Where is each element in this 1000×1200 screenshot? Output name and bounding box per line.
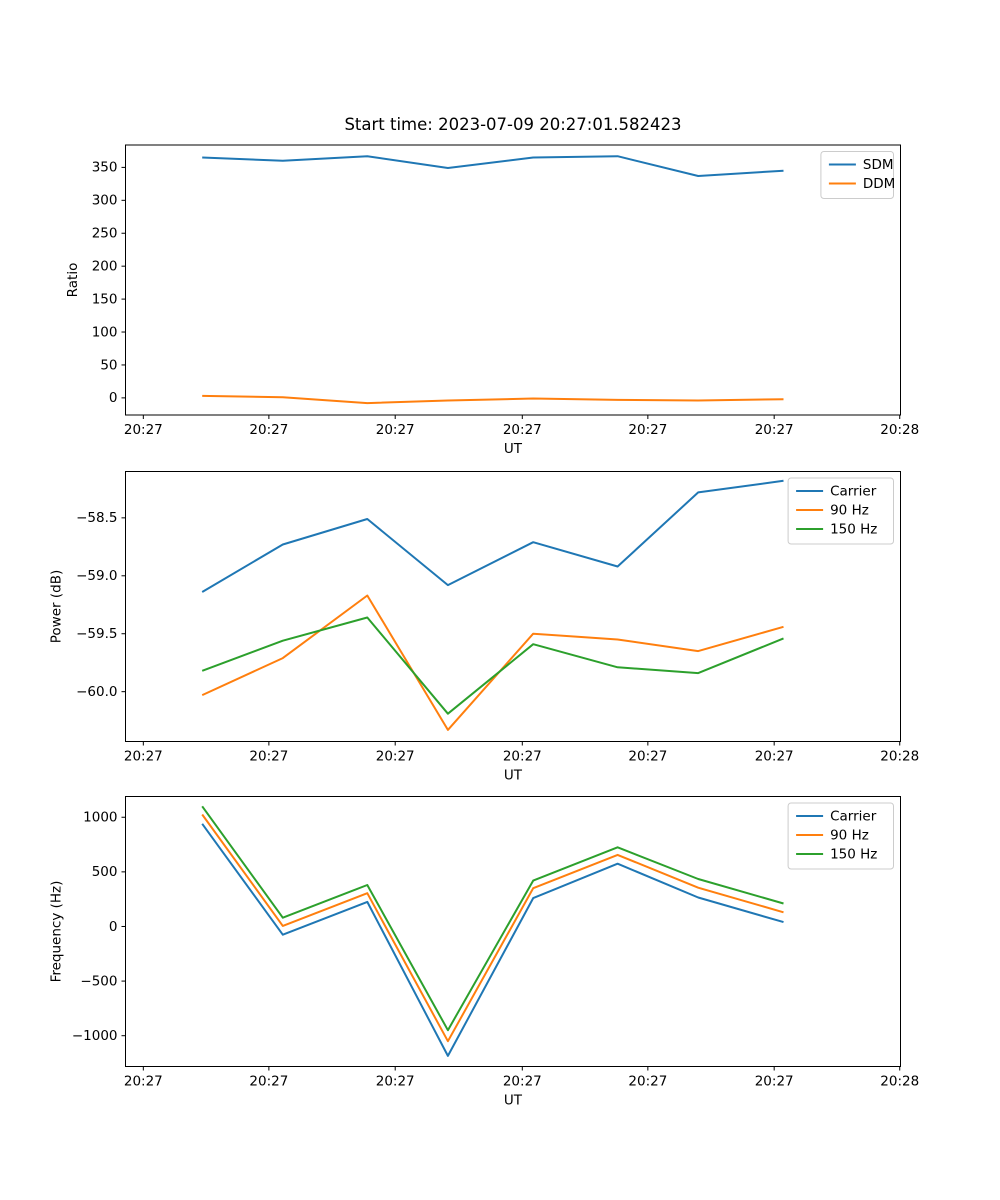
y-tick-label: 0 [109,390,118,406]
subplot-frequency: −1000 −500 0 500 1000 20:27 20:27 20:27 20:27 20:… [49,796,919,1109]
legend-label: 150 Hz [830,521,877,537]
legend-box [820,151,895,199]
x-tick-label: 20:27 [628,749,667,765]
x-tick-label: 20:27 [503,1074,542,1090]
plot-border [125,796,901,1067]
y-tick-label: 350 [92,160,118,176]
legend-label: Carrier [830,808,877,824]
legend-label: 150 Hz [830,846,877,862]
x-tick-label: 20:27 [628,1074,667,1090]
y-tick-label: −1000 [72,1028,118,1044]
series-150-hz-line [201,805,784,1032]
x-tick-label: 20:27 [503,422,542,438]
series-ddm-line [202,394,784,405]
y-tick-label: 150 [92,291,118,307]
legend-label: SDM [863,157,894,173]
x-tick-label: 20:27 [249,749,288,765]
y-tick-label: −59.5 [76,626,117,642]
legend-label: 90 Hz [830,827,869,843]
y-tick-label: 0 [109,919,118,935]
y-tick-label: 50 [100,357,117,373]
legend-label: 90 Hz [830,502,869,518]
x-axis-label: UT [504,768,523,784]
y-axis-label: Frequency (Hz) [49,881,65,983]
series-90-hz-line [201,594,784,731]
y-tick-label: −60.0 [76,684,117,700]
subplot-ratio: Start time: 2023-07-09 20:27:01.582423 0 5… [65,115,919,457]
x-tick-label: 20:27 [628,422,667,438]
x-tick-label: 20:27 [755,422,794,438]
plot-border [125,144,901,416]
x-tick-label: 20:27 [376,422,415,438]
y-axis-label: Ratio [65,263,81,298]
y-tick-label: 100 [92,324,118,340]
x-axis-label: UT [504,441,523,457]
x-tick-label: 20:27 [755,1074,794,1090]
x-tick-label: 20:27 [755,749,794,765]
x-tick-label: 20:27 [124,1074,163,1090]
x-tick-label: 20:27 [376,1074,415,1090]
y-tick-label: 500 [92,864,118,880]
y-tick-label: −58.5 [76,510,117,526]
x-tick-label: 20:28 [880,749,919,765]
legend: Carrier 90 Hz 150 Hz [787,802,894,870]
x-tick-label: 20:27 [249,422,288,438]
legend-box [787,477,894,545]
legend-label: DDM [863,176,895,192]
series-carrier-line [201,479,784,593]
chart-title: Start time: 2023-07-09 20:27:01.582423 [344,115,681,134]
x-tick-label: 20:27 [503,749,542,765]
y-tick-label: 300 [92,193,118,209]
series-150-hz-line [201,616,784,715]
y-tick-label: 250 [92,226,118,242]
y-axis-label: Power (dB) [49,570,65,643]
x-tick-label: 20:28 [880,1074,919,1090]
y-tick-label: 200 [92,258,118,274]
subplot-power: −60.0 −59.5 −59.0 −58.5 20:27 20:27 20:27 20:27… [49,471,919,784]
plot-border [125,471,901,742]
x-tick-label: 20:27 [124,749,163,765]
x-axis-label: UT [504,1093,523,1109]
y-tick-label: −500 [80,973,117,989]
series-carrier-line [201,823,784,1057]
series-sdm-line [202,155,784,177]
series-90-hz-line [201,813,784,1043]
x-tick-label: 20:27 [249,1074,288,1090]
legend-box [787,802,894,870]
x-tick-label: 20:27 [124,422,163,438]
y-tick-label: 1000 [83,810,117,826]
x-tick-label: 20:27 [376,749,415,765]
legend: Carrier 90 Hz 150 Hz [787,477,894,545]
x-tick-label: 20:28 [880,422,919,438]
legend-label: Carrier [830,483,877,499]
y-tick-label: −59.0 [76,568,117,584]
legend: SDM DDM [820,151,895,199]
